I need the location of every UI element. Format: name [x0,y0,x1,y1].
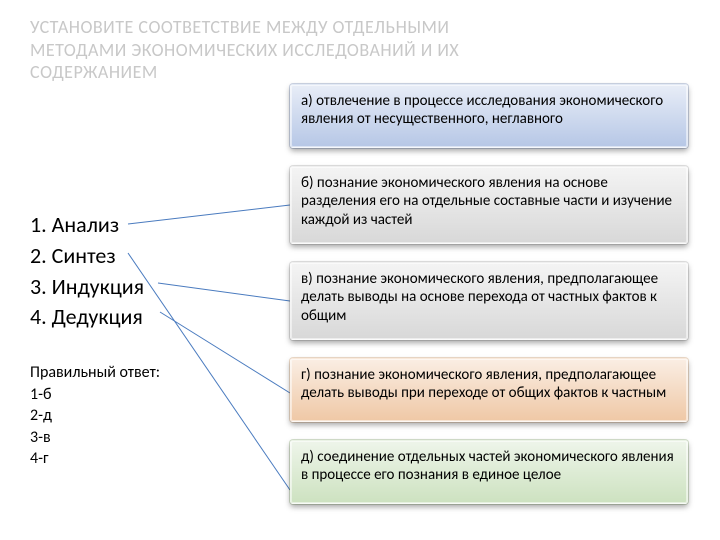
definition-box: д) соединение отдельных частей экономиче… [290,440,688,504]
method-item: 4. Дедукция [30,302,144,333]
definition-text: б) познание экономического явления на ос… [301,174,677,229]
answer-lines: 1-б2-д3-в4-г [30,384,160,470]
methods-list: 1. Анализ2. Синтез3. Индукция4. Дедукция [30,210,144,333]
definition-box: б) познание экономического явления на ос… [290,166,688,244]
connector-line [160,312,290,393]
definition-text: в) познание экономического явления, пред… [301,270,677,325]
answer-line: 4-г [30,448,160,470]
method-item: 1. Анализ [30,210,144,241]
definition-text: д) соединение отдельных частей экономиче… [301,448,677,485]
definitions-column: а) отвлечение в процессе исследования эк… [290,84,688,504]
answer-line: 3-в [30,427,160,449]
answer-line: 1-б [30,384,160,406]
definition-box: а) отвлечение в процессе исследования эк… [290,84,688,148]
answer-heading: Правильный ответ: [30,362,160,384]
connector-line [128,205,290,224]
definition-box: в) познание экономического явления, пред… [290,262,688,340]
slide-title: УСТАНОВИТЕ СООТВЕТСТВИЕ МЕЖДУ ОТДЕЛЬНЫМИ… [30,16,510,84]
definition-text: а) отвлечение в процессе исследования эк… [301,92,677,129]
definition-box: г) познание экономического явления, пред… [290,358,688,422]
slide: УСТАНОВИТЕ СООТВЕТСТВИЕ МЕЖДУ ОТДЕЛЬНЫМИ… [0,0,720,540]
method-item: 3. Индукция [30,272,144,303]
connector-line [158,283,290,301]
method-item: 2. Синтез [30,241,144,272]
answer-line: 2-д [30,405,160,427]
definition-text: г) познание экономического явления, пред… [301,366,677,403]
answer-block: Правильный ответ: 1-б2-д3-в4-г [30,362,160,470]
